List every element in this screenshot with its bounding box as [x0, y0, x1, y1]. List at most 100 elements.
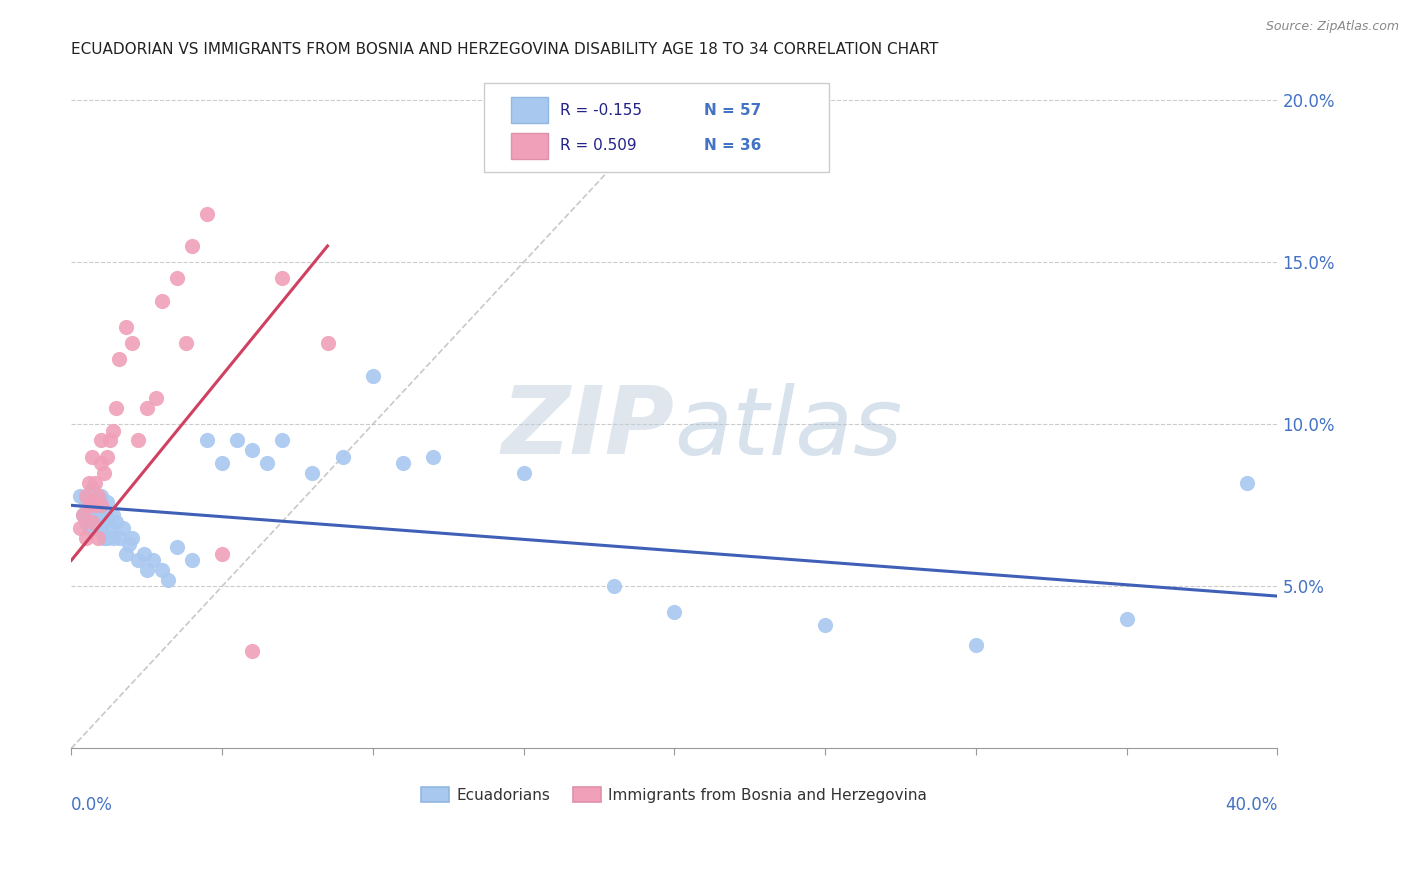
Point	[75, 531, 97, 545]
FancyBboxPatch shape	[484, 83, 828, 172]
Point	[103, 508, 125, 522]
Point	[105, 515, 128, 529]
Point	[174, 336, 197, 351]
Point	[93, 466, 115, 480]
Point	[361, 368, 384, 383]
Point	[145, 392, 167, 406]
Point	[82, 515, 104, 529]
Point	[103, 424, 125, 438]
Point	[150, 563, 173, 577]
Point	[96, 495, 118, 509]
Text: 0.0%: 0.0%	[72, 797, 112, 814]
Point	[79, 475, 101, 490]
Point	[84, 491, 107, 506]
Text: ECUADORIAN VS IMMIGRANTS FROM BOSNIA AND HERZEGOVINA DISABILITY AGE 18 TO 34 COR: ECUADORIAN VS IMMIGRANTS FROM BOSNIA AND…	[72, 42, 939, 57]
Point	[211, 547, 233, 561]
Text: 40.0%: 40.0%	[1225, 797, 1278, 814]
Point	[100, 434, 122, 448]
Point	[82, 495, 104, 509]
Point	[1236, 475, 1258, 490]
Point	[82, 482, 104, 496]
Point	[135, 563, 157, 577]
Point	[156, 573, 179, 587]
Legend: Ecuadorians, Immigrants from Bosnia and Herzegovina: Ecuadorians, Immigrants from Bosnia and …	[415, 781, 934, 809]
Point	[512, 466, 534, 480]
Point	[108, 531, 131, 545]
Point	[195, 206, 218, 220]
Point	[180, 553, 202, 567]
Point	[132, 547, 155, 561]
Point	[90, 489, 112, 503]
Point	[121, 531, 143, 545]
Point	[82, 495, 104, 509]
Point	[195, 434, 218, 448]
Text: Source: ZipAtlas.com: Source: ZipAtlas.com	[1265, 20, 1399, 33]
Point	[84, 475, 107, 490]
Point	[69, 489, 91, 503]
Point	[965, 638, 987, 652]
Point	[82, 508, 104, 522]
Point	[422, 450, 444, 464]
Point	[90, 505, 112, 519]
Point	[114, 320, 136, 334]
Point	[166, 271, 188, 285]
Point	[87, 531, 110, 545]
Point	[332, 450, 354, 464]
Point	[87, 499, 110, 513]
Point	[72, 508, 94, 522]
Point	[82, 450, 104, 464]
Point	[93, 531, 115, 545]
Point	[90, 499, 112, 513]
Point	[79, 505, 101, 519]
Point	[316, 336, 339, 351]
Point	[166, 541, 188, 555]
Point	[117, 537, 139, 551]
Point	[150, 294, 173, 309]
Point	[127, 434, 149, 448]
Point	[79, 499, 101, 513]
Text: N = 57: N = 57	[704, 103, 762, 118]
Point	[108, 352, 131, 367]
Point	[105, 401, 128, 415]
Point	[664, 605, 686, 619]
Text: N = 36: N = 36	[704, 138, 762, 153]
Point	[84, 501, 107, 516]
Point	[87, 489, 110, 503]
Point	[90, 456, 112, 470]
Point	[96, 450, 118, 464]
Point	[271, 271, 294, 285]
Point	[72, 508, 94, 522]
Point	[127, 553, 149, 567]
Point	[69, 521, 91, 535]
Point	[301, 466, 323, 480]
Point	[256, 456, 278, 470]
Point	[84, 499, 107, 513]
FancyBboxPatch shape	[512, 97, 548, 123]
Point	[142, 553, 165, 567]
Point	[79, 521, 101, 535]
Point	[1115, 612, 1137, 626]
Point	[135, 401, 157, 415]
Point	[814, 618, 837, 632]
Point	[114, 547, 136, 561]
Text: ZIP: ZIP	[502, 383, 675, 475]
Point	[75, 489, 97, 503]
Point	[240, 644, 263, 658]
Point	[75, 515, 97, 529]
Point	[93, 508, 115, 522]
Text: R = 0.509: R = 0.509	[560, 138, 637, 153]
Point	[103, 531, 125, 545]
Point	[75, 499, 97, 513]
FancyBboxPatch shape	[512, 133, 548, 159]
Point	[90, 521, 112, 535]
Point	[96, 531, 118, 545]
Point	[96, 511, 118, 525]
Text: R = -0.155: R = -0.155	[560, 103, 641, 118]
Point	[392, 456, 415, 470]
Point	[121, 336, 143, 351]
Point	[84, 521, 107, 535]
Point	[603, 579, 626, 593]
Point	[226, 434, 249, 448]
Point	[211, 456, 233, 470]
Point	[87, 515, 110, 529]
